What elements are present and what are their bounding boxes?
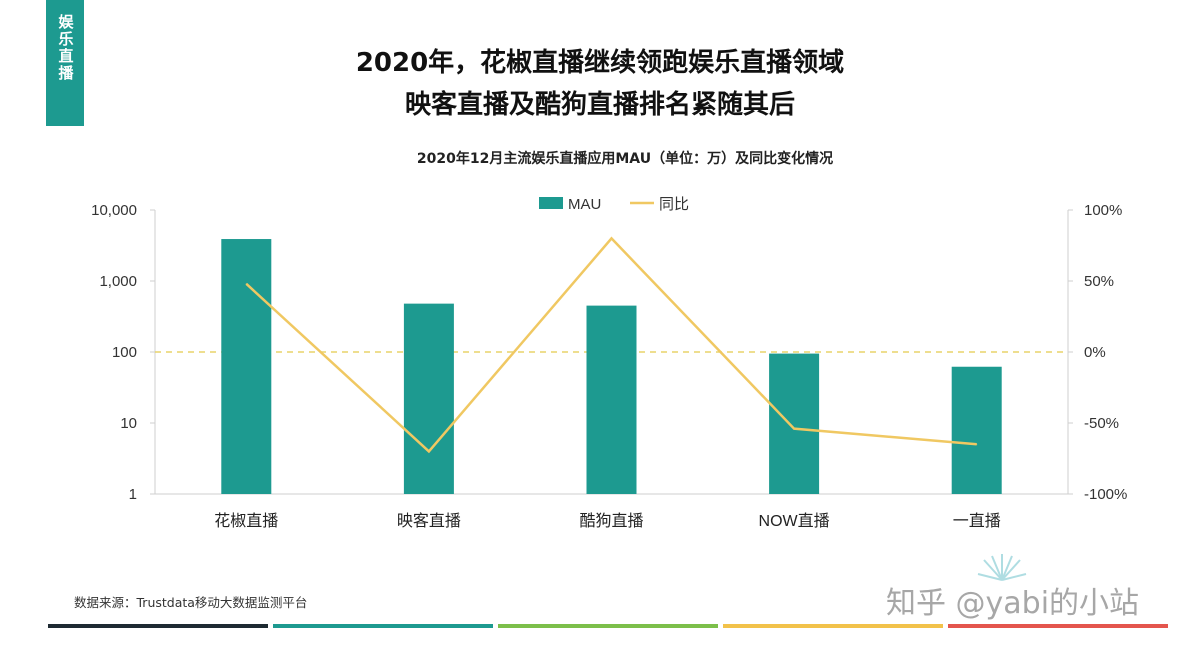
- watermark-text: 知乎 @yabi的小站: [886, 586, 1140, 621]
- section-tag: 娱乐直播: [46, 0, 84, 126]
- headline-line-1: 2020年，花椒直播继续领跑娱乐直播领域: [355, 48, 845, 78]
- y-left-tick-label: 10: [120, 415, 137, 432]
- y-right-tick-label: -100%: [1084, 486, 1127, 503]
- bottom-bar-1: [48, 624, 268, 628]
- legend-yoy-label: 同比: [659, 196, 689, 213]
- y-left-tick-label: 1,000: [99, 273, 137, 290]
- x-category-label: 映客直播: [397, 512, 461, 530]
- x-category-label: 一直播: [953, 512, 1001, 530]
- y-right-tick-label: -50%: [1084, 415, 1119, 432]
- y-right-tick-label: 50%: [1084, 273, 1114, 290]
- mau-bar: [769, 353, 820, 494]
- y-left-tick-label: 1: [129, 486, 137, 503]
- x-category-label: 酷狗直播: [579, 512, 643, 530]
- bottom-bar-3: [498, 624, 718, 628]
- bottom-color-bars: [48, 624, 1168, 628]
- y-left-tick-label: 10,000: [91, 202, 137, 219]
- y-right-tick-label: 0%: [1084, 344, 1106, 361]
- yoy-point: [428, 450, 430, 452]
- mau-bar: [586, 305, 637, 494]
- legend-mau-swatch: [539, 197, 563, 209]
- mau-bar: [221, 239, 272, 494]
- data-source-note: 数据来源：Trustdata移动大数据监测平台: [74, 595, 308, 610]
- bottom-bar-5: [948, 624, 1168, 628]
- yoy-point: [976, 443, 978, 445]
- mau-bar: [951, 366, 1002, 494]
- legend-mau-label: MAU: [568, 196, 601, 213]
- x-category-label: 花椒直播: [214, 512, 278, 530]
- chart-title: 2020年12月主流娱乐直播应用MAU（单位：万）及同比变化情况: [416, 151, 834, 167]
- yoy-point: [793, 428, 795, 430]
- y-right-tick-label: 100%: [1084, 202, 1122, 219]
- yoy-point: [245, 283, 247, 285]
- x-category-label: NOW直播: [759, 512, 830, 530]
- headline-line-2: 映客直播及酷狗直播排名紧随其后: [404, 90, 795, 120]
- y-left-tick-label: 100: [112, 344, 137, 361]
- mau-bar: [403, 303, 454, 494]
- watermark-logo-icon: [977, 554, 1027, 581]
- bottom-bar-4: [723, 624, 943, 628]
- yoy-point: [611, 237, 612, 239]
- bottom-bar-2: [273, 624, 493, 628]
